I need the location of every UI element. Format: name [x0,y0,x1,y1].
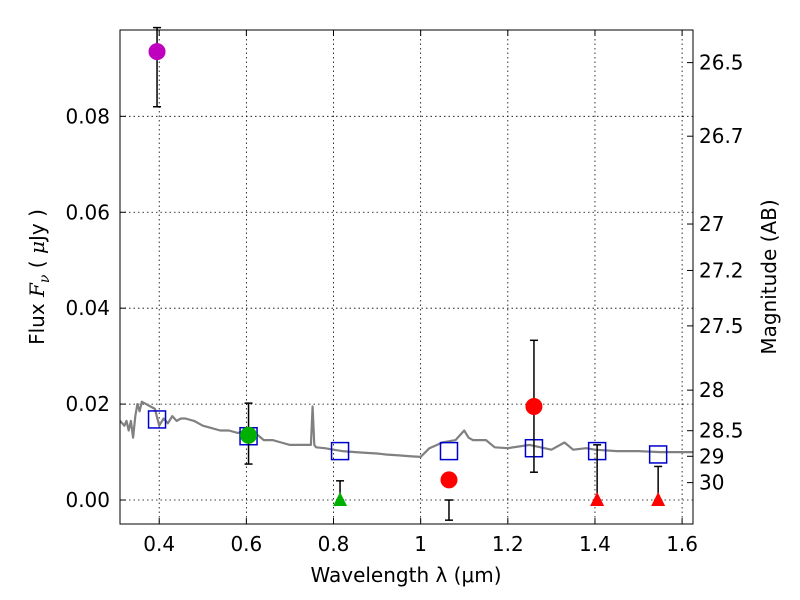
plot-frame [119,29,694,525]
mag-tick-label: 26.5 [699,51,744,75]
data-series [119,26,693,521]
x-tick-label: 1.6 [666,532,698,556]
upper-limit-triangle [333,492,348,507]
mag-tick-label: 29 [699,444,724,468]
x-tick-label: 0.4 [143,532,175,556]
y-axis-label: Flux Fν ( μJy ) [25,209,53,345]
right-axis-label: Magnitude (AB) [757,199,781,354]
mag-tick-label: 28 [699,378,724,402]
axis-ticks: 0.4 0.6 0.8 1 1.2 1.4 1.6 0.00 0.02 0.04 0.06 0.08 2… [65,30,744,556]
grid-lines [120,30,693,524]
y-tick-label: 0.06 [65,200,110,224]
x-tick-label: 0.6 [230,532,262,556]
x-tick-label: 1.2 [492,532,524,556]
observed-flux-point [240,426,258,444]
x-tick-label: 1.4 [579,532,611,556]
y-axis-label-f: F [25,282,49,298]
mag-tick-label: 27 [699,212,724,236]
y-axis-label-nu: ν [37,274,53,283]
observed-flux-point [525,397,543,415]
observed-flux-point [440,471,458,489]
y-axis-label-flux: Flux [25,297,49,345]
y-axis-label-unit: Jy ) [25,209,49,243]
mag-tick-label: 27.2 [699,258,744,282]
model-flux-square [330,441,350,461]
sed-model-line [119,400,693,458]
upper-limit-triangle [651,492,666,507]
y-tick-label: 0.02 [65,392,110,416]
observed-flux-point [148,43,166,61]
y-axis-label-mu: μ [25,241,49,254]
x-tick-label: 1 [414,532,427,556]
y-tick-label: 0.00 [65,488,110,512]
x-axis-label: Wavelength λ (μm) [310,563,501,587]
mag-tick-label: 28.5 [699,419,744,443]
x-tick-label: 0.8 [318,532,350,556]
mag-tick-label: 26.7 [699,124,744,148]
upper-limit-triangle [590,492,605,507]
y-tick-label: 0.04 [65,296,110,320]
y-tick-label: 0.08 [65,104,110,128]
y-axis-label-open: ( [25,254,49,275]
plot-background [120,30,693,524]
model-flux-square [648,445,668,464]
mag-tick-label: 30 [699,471,724,495]
mag-tick-label: 27.5 [699,314,744,338]
model-flux-square [147,410,167,429]
model-flux-square [439,441,459,461]
